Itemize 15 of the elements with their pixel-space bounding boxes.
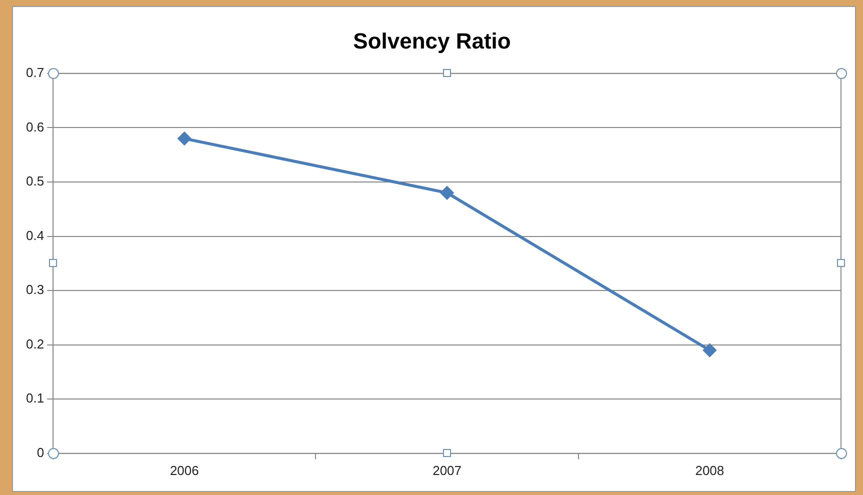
x-tick-label: 2006 <box>170 462 199 478</box>
x-tick-label: 2007 <box>432 462 462 478</box>
point <box>440 186 454 200</box>
y-tick-label: 0.1 <box>26 390 44 406</box>
y-tick-label: 0 <box>36 444 44 460</box>
point <box>703 344 716 357</box>
y-tick-label: 0.7 <box>26 64 44 80</box>
y-tick-label: 0.6 <box>26 119 44 134</box>
point <box>178 132 191 146</box>
chart-title: Solvency Ratio <box>353 28 511 54</box>
y-tick-label: 0.5 <box>26 174 44 189</box>
x-tick-label: 2008 <box>695 462 724 478</box>
y-tick-label: 0.2 <box>26 336 44 352</box>
y-tick-label: 0.3 <box>26 282 44 298</box>
y-tick-label: 0.4 <box>26 228 44 243</box>
